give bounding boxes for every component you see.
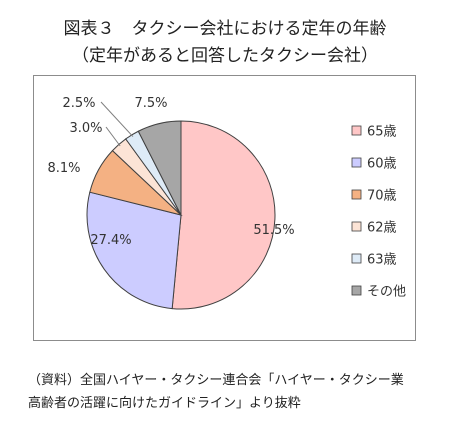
legend-label-3: 70歳 [367,189,397,204]
legend-label-2: 60歳 [367,157,397,172]
legend-label-1: 65歳 [367,125,397,140]
data-label-4: 3.0% [69,121,102,136]
data-label-3: 8.1% [47,161,80,176]
data-label-1: 51.5% [253,223,294,238]
legend-swatch-3 [351,189,362,200]
data-label-5: 2.5% [62,96,95,111]
legend-label-6: その他 [367,285,406,300]
source-note-line1: （資料）全国ハイヤー・タクシー連合会「ハイヤー・タクシー業 [28,373,404,388]
legend-swatch-6 [351,285,362,296]
pie-slice-6 [137,120,182,216]
legend-label-4: 62歳 [367,221,397,236]
legend-swatch-1 [351,125,362,136]
source-note-line2: 高齢者の活躍に向けたガイドライン」より抜粋 [28,396,301,411]
leader-line-4 [105,126,121,147]
data-label-6: 7.5% [134,96,167,111]
data-label-2: 27.4% [90,233,131,248]
legend-swatch-2 [351,157,362,168]
chart-subtitle: （定年があると回答したタクシー会社） [72,46,378,66]
pie-slice-1 [171,120,276,310]
leader-line-5 [100,101,134,137]
pie-slice-2 [86,191,182,310]
chart-title: 図表３ タクシー会社における定年の年齢 [63,19,387,39]
chart-area: 51.5% 27.4% 8.1% 3.0% 2.5% 7.5% 65歳 60歳 70歳 62歳 63… [33,75,416,341]
pie-chart: 51.5% 27.4% 8.1% 3.0% 2.5% 7.5% 65歳 60歳 70歳 62歳 63… [47,96,406,310]
legend-swatch-4 [351,221,362,232]
legend-label-5: 63歳 [367,253,397,268]
legend-swatch-5 [351,253,362,264]
